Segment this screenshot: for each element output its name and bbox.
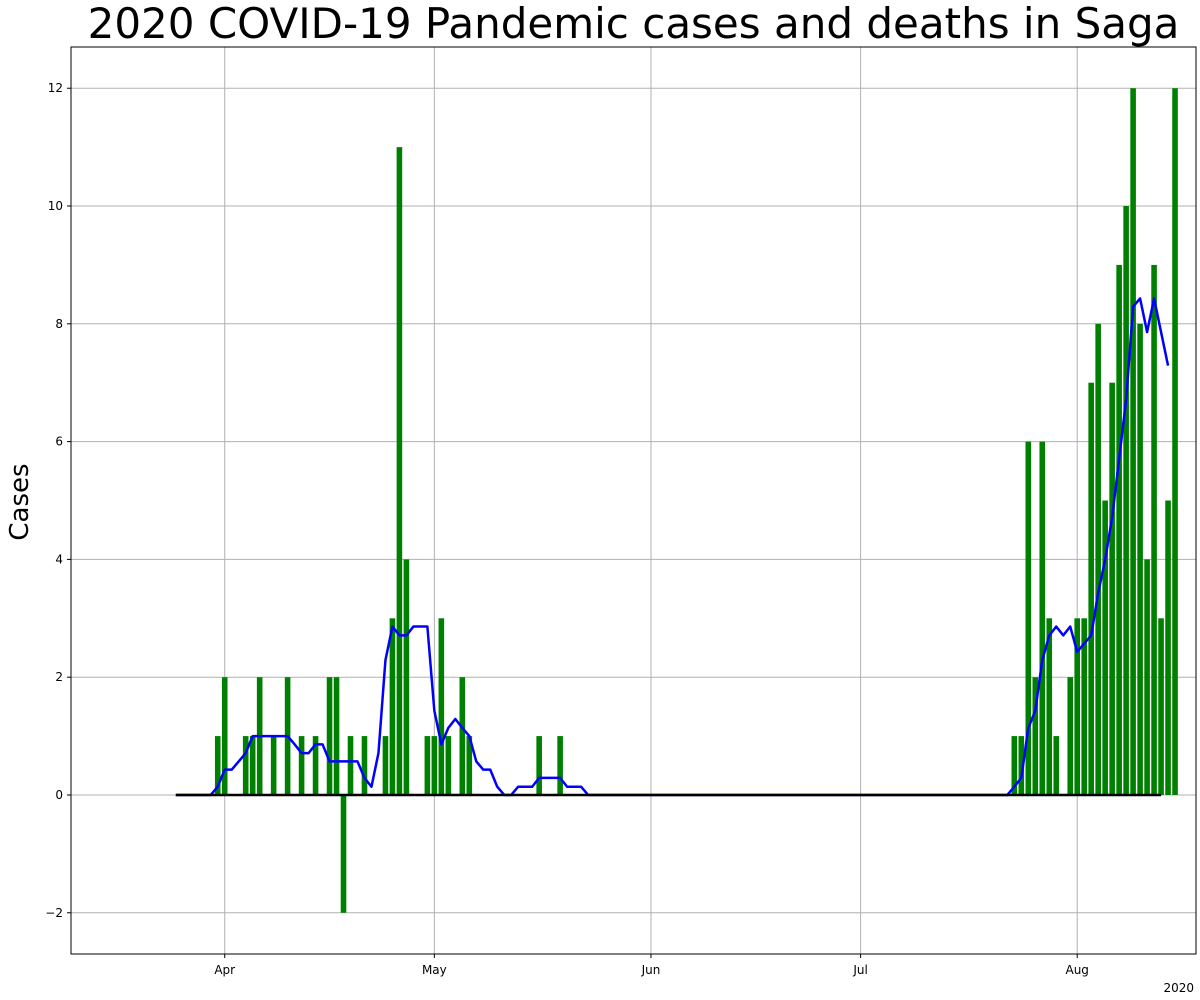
daily-case-bar	[214, 736, 221, 795]
daily-case-bar	[1046, 618, 1053, 795]
daily-case-bar	[1165, 500, 1171, 795]
daily-case-bar	[403, 559, 410, 795]
daily-case-bar	[557, 736, 563, 795]
daily-case-bar	[1081, 618, 1087, 795]
daily-case-bar	[389, 618, 396, 795]
daily-case-bar	[298, 736, 305, 795]
daily-case-bar	[1095, 323, 1101, 795]
daily-case-bar	[459, 677, 466, 795]
y-tick-label: −2	[45, 906, 63, 920]
axes-layer	[70, 46, 1197, 955]
daily-case-bar	[1116, 264, 1122, 795]
x-tick-label: Apr	[214, 963, 235, 977]
daily-case-bar	[326, 677, 333, 795]
x-offset-label: 2020	[1163, 981, 1194, 995]
daily-case-bar	[333, 677, 340, 795]
daily-case-bar	[340, 794, 347, 913]
lines-layer	[175, 297, 1170, 797]
y-tick-label: 4	[55, 552, 63, 566]
daily-case-bar	[1067, 677, 1074, 795]
x-tick-label: May	[422, 963, 447, 977]
daily-case-bar	[396, 147, 403, 795]
daily-case-bar	[424, 736, 431, 795]
daily-case-bar	[1102, 500, 1108, 795]
daily-case-bar	[382, 736, 389, 795]
daily-case-bar	[536, 736, 542, 795]
daily-case-bar	[1011, 736, 1018, 795]
daily-case-bar	[242, 736, 249, 795]
daily-case-bar	[347, 736, 354, 795]
daily-case-bar	[1137, 323, 1143, 795]
daily-case-bar	[1025, 441, 1032, 795]
y-tick-label: 6	[55, 435, 63, 449]
daily-cases-bars	[214, 88, 1178, 913]
daily-case-bar	[431, 736, 438, 795]
y-tick-label: 12	[48, 81, 63, 95]
y-tick-label: 8	[55, 317, 63, 331]
daily-case-bar	[466, 736, 473, 795]
daily-case-bar	[221, 677, 228, 795]
moving-average-line	[175, 297, 1170, 797]
daily-case-bar	[312, 736, 319, 795]
y-axis-label: Cases	[5, 463, 35, 540]
daily-case-bar	[1123, 206, 1129, 795]
daily-case-bar	[1130, 88, 1136, 795]
y-tick-label: 0	[55, 788, 63, 802]
daily-case-bar	[1158, 618, 1164, 795]
plot-frame	[70, 46, 1197, 955]
daily-case-bar	[1018, 736, 1025, 795]
daily-case-bar	[1053, 736, 1060, 795]
y-tick-label: 10	[48, 199, 63, 213]
daily-case-bar	[1032, 677, 1039, 795]
x-tick-label: Aug	[1065, 963, 1088, 977]
daily-case-bar	[1151, 264, 1157, 795]
daily-case-bar	[445, 736, 452, 795]
ticks-layer: −2 0 2 4 6 8 10 12 Apr May Jun Jul Aug	[45, 81, 1089, 977]
x-tick-label: Jun	[641, 963, 661, 977]
daily-case-bar	[1109, 382, 1115, 795]
daily-case-bar	[1039, 441, 1046, 795]
x-tick-label: Jul	[852, 963, 867, 977]
y-tick-label: 2	[55, 670, 63, 684]
daily-case-bar	[1172, 88, 1178, 795]
daily-case-bar	[361, 736, 368, 795]
daily-case-bar	[249, 736, 256, 795]
daily-case-bar	[1074, 618, 1081, 795]
daily-case-bar	[270, 736, 277, 795]
daily-case-bar	[1144, 559, 1150, 795]
daily-case-bar	[1088, 382, 1094, 795]
chart-title: 2020 COVID-19 Pandemic cases and deaths …	[87, 0, 1180, 48]
daily-case-bar	[438, 618, 445, 795]
